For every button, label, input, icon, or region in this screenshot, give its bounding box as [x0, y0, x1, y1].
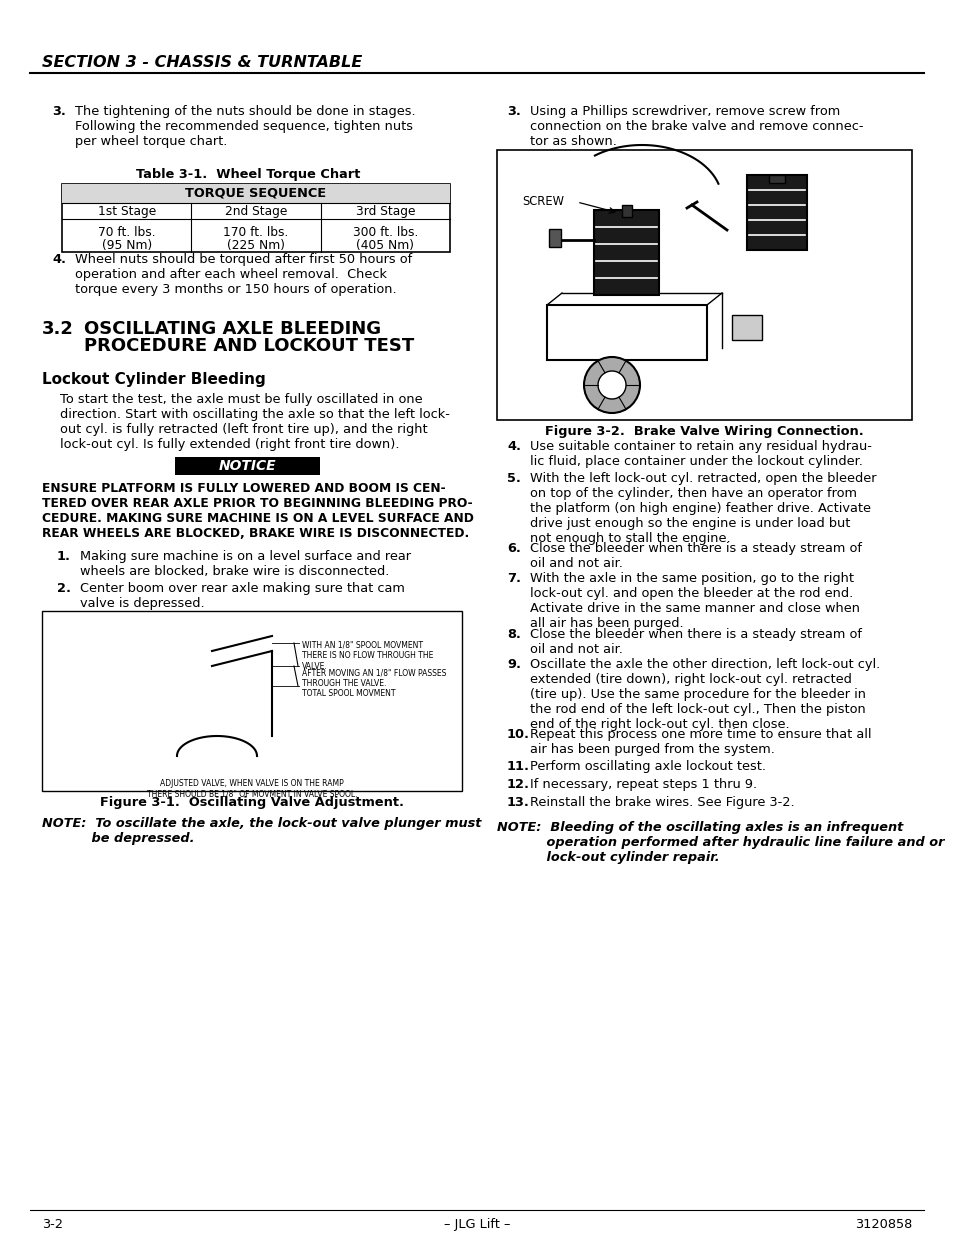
Text: TORQUE SEQUENCE: TORQUE SEQUENCE — [185, 186, 326, 200]
Text: With the left lock-out cyl. retracted, open the bleeder
on top of the cylinder, : With the left lock-out cyl. retracted, o… — [530, 472, 876, 545]
Text: 10.: 10. — [506, 727, 530, 741]
Bar — [621, 205, 631, 217]
Text: 6.: 6. — [506, 542, 520, 555]
Text: 4.: 4. — [52, 253, 66, 266]
Bar — [42, 611, 461, 790]
Text: 9.: 9. — [506, 658, 520, 671]
Text: With the axle in the same position, go to the right
lock-out cyl. and open the b: With the axle in the same position, go t… — [530, 572, 859, 630]
Text: The tightening of the nuts should be done in stages.
Following the recommended s: The tightening of the nuts should be don… — [75, 105, 416, 148]
Text: 70 ft. lbs.: 70 ft. lbs. — [98, 226, 155, 240]
Text: NOTE:  Bleeding of the oscillating axles is an infrequent
           operation p: NOTE: Bleeding of the oscillating axles … — [497, 821, 943, 864]
Text: TOTAL SPOOL MOVMENT: TOTAL SPOOL MOVMENT — [302, 689, 395, 698]
Bar — [62, 184, 450, 203]
Circle shape — [598, 370, 625, 399]
Text: NOTE:  To oscillate the axle, the lock-out valve plunger must
           be depr: NOTE: To oscillate the axle, the lock-ou… — [42, 818, 481, 845]
Text: 7.: 7. — [506, 572, 520, 585]
Text: 3.2: 3.2 — [42, 320, 73, 338]
Circle shape — [583, 357, 639, 412]
Text: Lockout Cylinder Bleeding: Lockout Cylinder Bleeding — [42, 372, 266, 387]
Text: 12.: 12. — [506, 778, 530, 790]
Bar — [62, 184, 450, 252]
Text: Perform oscillating axle lockout test.: Perform oscillating axle lockout test. — [530, 760, 765, 773]
Text: AFTER MOVING AN 1/8" FLOW PASSES
THROUGH THE VALVE.: AFTER MOVING AN 1/8" FLOW PASSES THROUGH… — [302, 669, 446, 688]
Text: 2.: 2. — [57, 582, 71, 595]
Text: If necessary, repeat steps 1 thru 9.: If necessary, repeat steps 1 thru 9. — [530, 778, 757, 790]
Text: 1st Stage: 1st Stage — [97, 205, 155, 217]
Text: 1.: 1. — [57, 550, 71, 563]
Text: (95 Nm): (95 Nm) — [101, 240, 152, 252]
Text: OSCILLATING AXLE BLEEDING: OSCILLATING AXLE BLEEDING — [84, 320, 381, 338]
Text: Figure 3-2.  Brake Valve Wiring Connection.: Figure 3-2. Brake Valve Wiring Connectio… — [544, 425, 862, 438]
Text: 3120858: 3120858 — [854, 1218, 911, 1231]
Bar — [62, 651, 212, 666]
Bar — [731, 315, 761, 340]
Bar — [546, 305, 706, 359]
Polygon shape — [212, 636, 272, 666]
Text: Close the bleeder when there is a steady stream of
oil and not air.: Close the bleeder when there is a steady… — [530, 542, 862, 571]
Bar — [549, 228, 561, 247]
Text: Figure 3-1.  Oscillating Valve Adjustment.: Figure 3-1. Oscillating Valve Adjustment… — [100, 797, 403, 809]
Text: (225 Nm): (225 Nm) — [227, 240, 285, 252]
Text: 3-2: 3-2 — [42, 1218, 63, 1231]
Bar — [263, 736, 281, 755]
Text: 3rd Stage: 3rd Stage — [355, 205, 415, 217]
Text: (405 Nm): (405 Nm) — [356, 240, 414, 252]
Text: 170 ft. lbs.: 170 ft. lbs. — [223, 226, 289, 240]
Text: 8.: 8. — [506, 629, 520, 641]
Text: Wheel nuts should be torqued after first 50 hours of
operation and after each wh: Wheel nuts should be torqued after first… — [75, 253, 412, 296]
Text: Table 3-1.  Wheel Torque Chart: Table 3-1. Wheel Torque Chart — [135, 168, 360, 182]
Text: Using a Phillips screwdriver, remove screw from
connection on the brake valve an: Using a Phillips screwdriver, remove scr… — [530, 105, 862, 148]
Text: Center boom over rear axle making sure that cam
valve is depressed.: Center boom over rear axle making sure t… — [80, 582, 404, 610]
Bar — [175, 457, 320, 475]
Text: 3.: 3. — [52, 105, 66, 119]
Text: Use suitable container to retain any residual hydrau-
lic fluid, place container: Use suitable container to retain any res… — [530, 440, 871, 468]
Text: ADJUSTED VALVE, WHEN VALVE IS ON THE RAMP
THERE SHOULD BE 1/8" OF MOVMENT IN VAL: ADJUSTED VALVE, WHEN VALVE IS ON THE RAM… — [147, 779, 356, 798]
Text: 4.: 4. — [506, 440, 520, 453]
Text: 300 ft. lbs.: 300 ft. lbs. — [353, 226, 417, 240]
Text: WITH AN 1/8" SPOOL MOVMENT
THERE IS NO FLOW THROUGH THE
VALVE.: WITH AN 1/8" SPOOL MOVMENT THERE IS NO F… — [302, 641, 433, 671]
Text: Making sure machine is on a level surface and rear
wheels are blocked, brake wir: Making sure machine is on a level surfac… — [80, 550, 411, 578]
Text: 11.: 11. — [506, 760, 530, 773]
Text: 13.: 13. — [506, 797, 529, 809]
Text: PROCEDURE AND LOCKOUT TEST: PROCEDURE AND LOCKOUT TEST — [84, 337, 414, 354]
Text: 3.: 3. — [506, 105, 520, 119]
Bar — [497, 149, 911, 420]
Text: Oscillate the axle the other direction, left lock-out cyl.
extended (tire down),: Oscillate the axle the other direction, … — [530, 658, 880, 731]
Bar — [594, 210, 659, 295]
Bar — [229, 640, 245, 658]
Text: SCREW: SCREW — [521, 195, 563, 207]
Text: Close the bleeder when there is a steady stream of
oil and not air.: Close the bleeder when there is a steady… — [530, 629, 862, 656]
Text: Repeat this process one more time to ensure that all
air has been purged from th: Repeat this process one more time to ens… — [530, 727, 871, 756]
Text: Reinstall the brake wires. See Figure 3-2.: Reinstall the brake wires. See Figure 3-… — [530, 797, 794, 809]
Text: NOTICE: NOTICE — [219, 459, 276, 473]
Text: To start the test, the axle must be fully oscillated in one
direction. Start wit: To start the test, the axle must be full… — [60, 393, 450, 451]
Text: – JLG Lift –: – JLG Lift – — [443, 1218, 510, 1231]
Bar — [768, 175, 784, 183]
Text: ENSURE PLATFORM IS FULLY LOWERED AND BOOM IS CEN-
TERED OVER REAR AXLE PRIOR TO : ENSURE PLATFORM IS FULLY LOWERED AND BOO… — [42, 482, 474, 540]
Bar — [746, 175, 806, 249]
Text: 2nd Stage: 2nd Stage — [225, 205, 287, 217]
Text: 5.: 5. — [506, 472, 520, 485]
Text: SECTION 3 - CHASSIS & TURNTABLE: SECTION 3 - CHASSIS & TURNTABLE — [42, 56, 362, 70]
